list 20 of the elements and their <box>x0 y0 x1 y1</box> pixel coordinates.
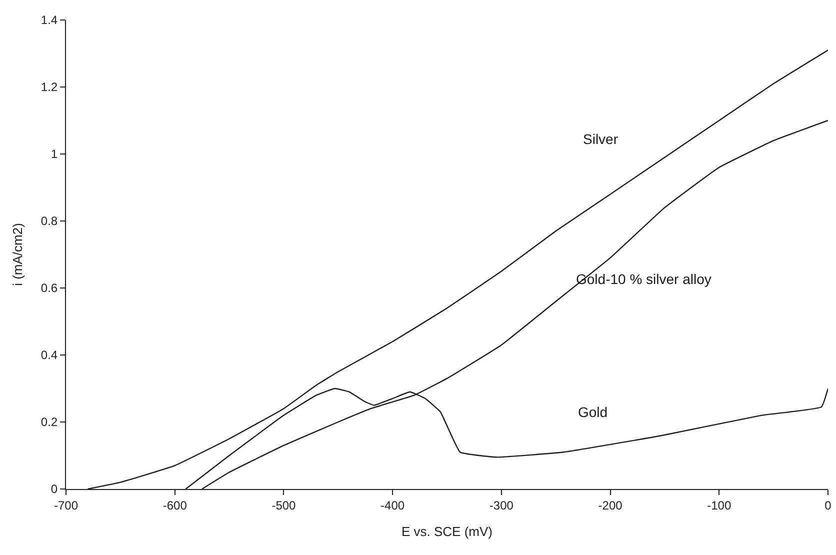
text: Silver <box>583 131 618 147</box>
y-tick-label: 1.4 <box>40 13 58 28</box>
y-tick-label: 0.6 <box>40 281 58 296</box>
x-tick-label: -500 <box>272 498 296 512</box>
series-label: Gold <box>578 404 608 420</box>
x-tick-label: -300 <box>489 498 514 512</box>
x-tick-label: -600 <box>162 498 188 512</box>
y-axis-title: i (mA/cm2) <box>10 223 25 286</box>
x-tick-label: -200 <box>598 498 623 512</box>
x-tick-label: -400 <box>380 498 405 512</box>
x-tick-label: -700 <box>54 498 78 512</box>
x-tick-label: -100 <box>707 498 732 512</box>
x-axis-title: E vs. SCE (mV) <box>401 524 493 539</box>
y-tick-label: 0.2 <box>40 415 58 430</box>
y-tick-label: 1 <box>50 147 58 162</box>
x-tick-label: 0 <box>824 498 832 512</box>
y-tick-label: 0.8 <box>40 214 58 228</box>
y-tick-label: 1.2 <box>40 80 58 94</box>
y-tick-label: 0.4 <box>40 348 58 362</box>
y-tick-label: 0 <box>50 482 58 496</box>
